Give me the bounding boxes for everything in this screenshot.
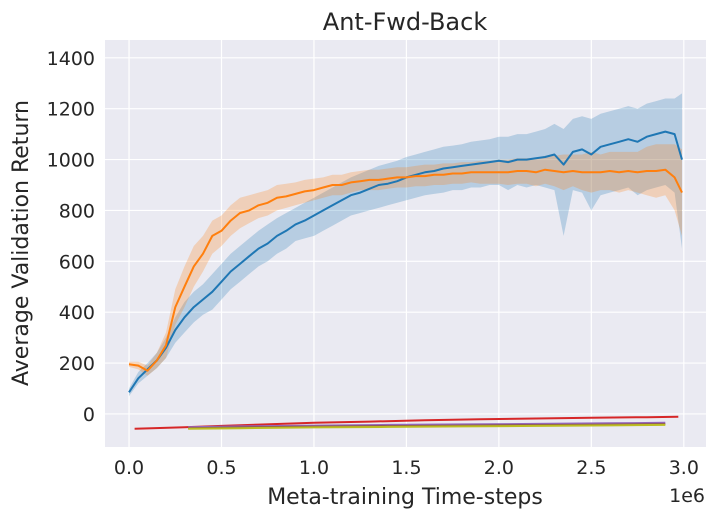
x-tick-label: 2.0	[484, 457, 514, 479]
x-tick-label: 1.5	[391, 457, 421, 479]
y-tick-label: 0	[83, 404, 95, 426]
x-tick-label: 0.0	[114, 457, 144, 479]
x-tick-label: 0.5	[206, 457, 236, 479]
x-axis-title: Meta-training Time-steps	[267, 485, 543, 510]
grid	[105, 40, 706, 447]
series-5-line	[188, 423, 666, 430]
y-tick-label: 400	[59, 302, 95, 324]
plot-background	[105, 40, 706, 447]
series-2-line	[134, 415, 679, 430]
y-axis-title: Average Validation Return	[9, 100, 34, 386]
ticks: 0.0 0.5 1.0 1.5 2.0 2.5 3.0 0 200 400 600 800 1000 12…	[47, 48, 699, 479]
y-tick-label: 1000	[47, 150, 95, 172]
chart-title: Ant-Fwd-Back	[323, 8, 488, 36]
x-offset-label: 1e6	[669, 485, 705, 507]
x-tick-label: 1.0	[299, 457, 329, 479]
y-tick-label: 800	[59, 200, 95, 222]
y-tick-label: 1200	[47, 99, 95, 121]
x-tick-label: 2.5	[576, 457, 606, 479]
y-tick-label: 1400	[47, 48, 95, 70]
y-tick-label: 600	[59, 251, 95, 273]
y-tick-label: 200	[59, 353, 95, 375]
x-tick-label: 3.0	[669, 457, 699, 479]
series-layer	[128, 93, 683, 430]
series-1-line	[128, 168, 683, 372]
